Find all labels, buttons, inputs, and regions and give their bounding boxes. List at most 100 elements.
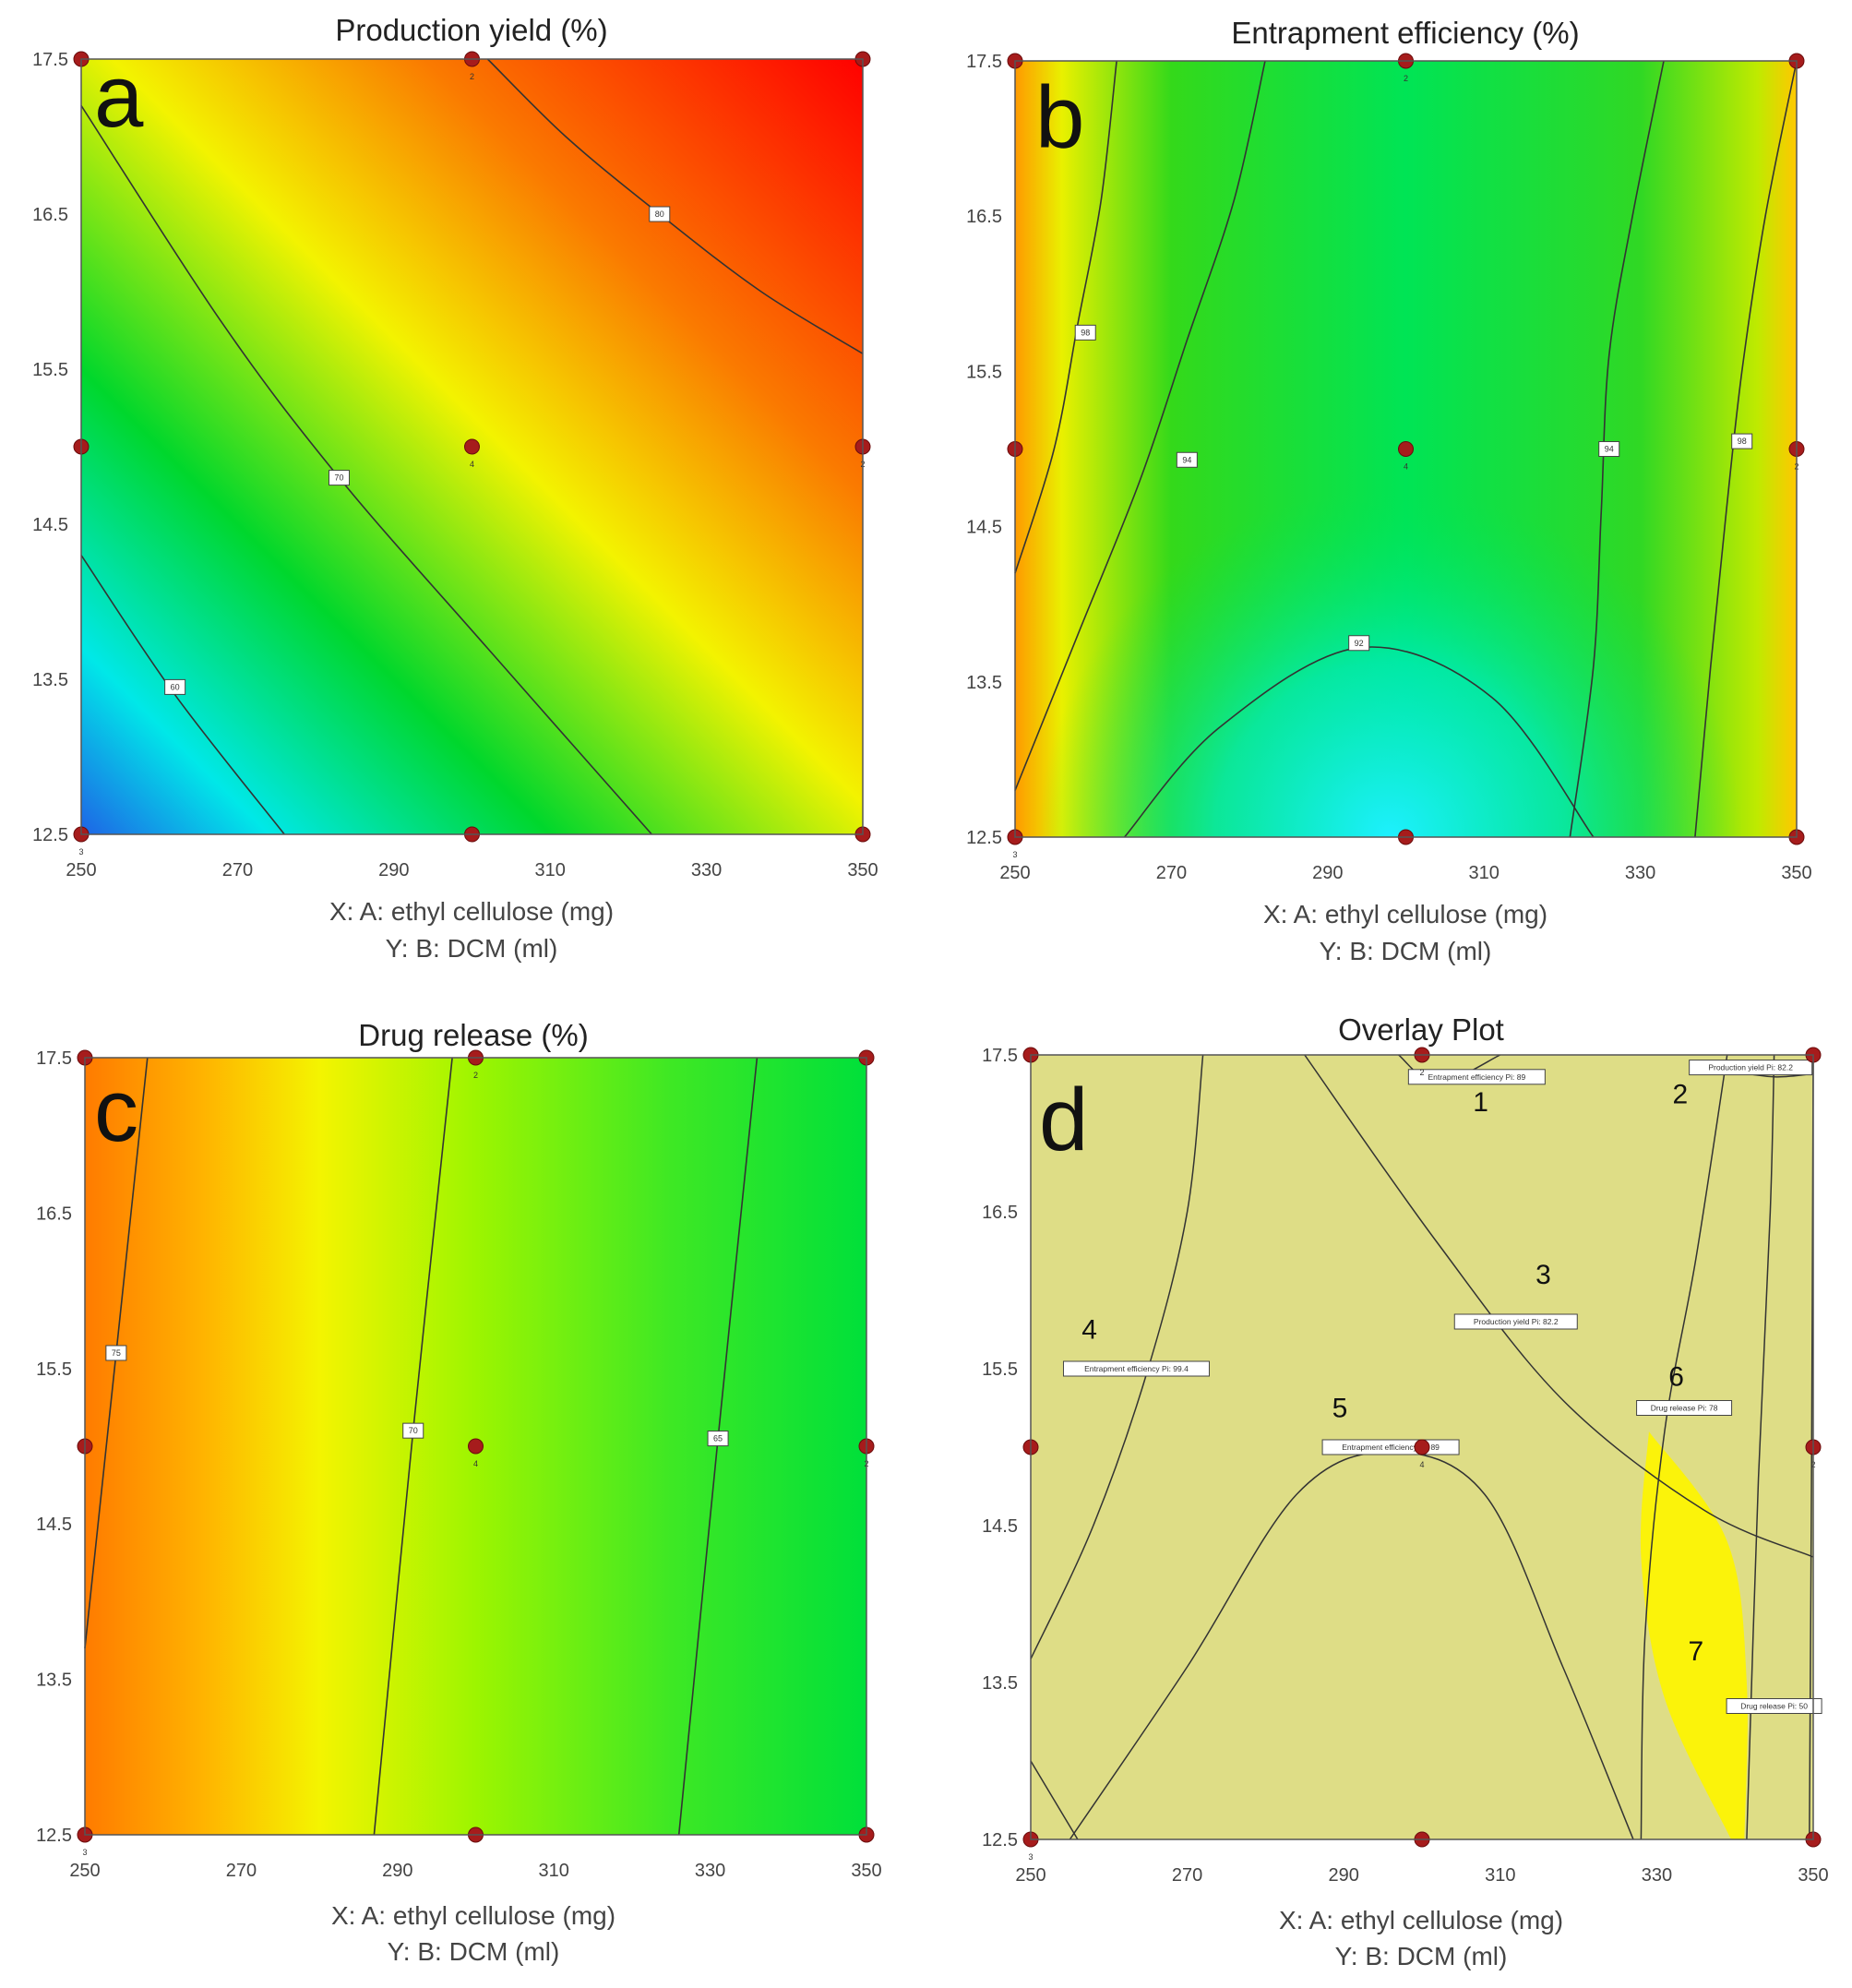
x-tick-label: 310: [1469, 863, 1500, 883]
x-tick-label: 310: [1485, 1865, 1515, 1886]
contour-label-box: [1407, 1069, 1546, 1085]
contour-label: 65: [713, 1434, 723, 1443]
x-tick-label: 250: [1015, 1865, 1045, 1886]
contour-line: [1014, 60, 1266, 791]
contour-label-box: [1726, 1698, 1822, 1714]
contour-label-box: [1453, 1313, 1578, 1330]
design-point: [464, 438, 480, 455]
region-number: 4: [1081, 1315, 1097, 1346]
y-tick-label: 13.5: [32, 670, 68, 690]
design-point: [468, 1438, 484, 1455]
y-tick-label: 12.5: [36, 1826, 72, 1846]
contour-label: 60: [171, 682, 180, 691]
contour-line: [1569, 60, 1665, 838]
y-tick-label: 17.5: [36, 1048, 72, 1069]
x-tick-label: 350: [1781, 863, 1811, 883]
contour-label-box: [1636, 1400, 1733, 1416]
y-tick-label: 14.5: [966, 518, 1002, 538]
y-axis-label: Y: B: DCM (ml): [388, 1937, 560, 1966]
x-tick-label: 330: [1625, 863, 1655, 883]
y-tick-label: 16.5: [36, 1204, 72, 1224]
contour-label-box: [649, 206, 671, 222]
contour-label-box: [707, 1431, 729, 1447]
contour-line: [1030, 1760, 1079, 1840]
design-point-count: 3: [1028, 1852, 1033, 1862]
x-tick-label: 350: [851, 1861, 881, 1881]
panel-letter: c: [94, 1061, 138, 1160]
contour-label-box: [402, 1422, 424, 1439]
contour-label: 98: [1738, 437, 1747, 446]
y-tick-label: 15.5: [966, 362, 1002, 382]
contour-labels: Entrapment efficiency Pi: 89 Production y…: [1062, 1060, 1822, 1714]
x-tick-label: 270: [226, 1861, 257, 1881]
y-axis-label: Y: B: DCM (ml): [386, 934, 558, 963]
y-tick-label: 16.5: [966, 207, 1002, 227]
x-tick-label: 350: [1798, 1865, 1828, 1886]
panel-d: Entrapment efficiency Pi: 89 Production y…: [982, 1012, 1829, 1970]
chart-title: Overlay Plot: [1338, 1012, 1504, 1047]
y-tick-labels: 12.5 13.5 14.5 15.5 16.5 17.5: [32, 50, 68, 845]
x-tick-label: 250: [69, 1861, 100, 1881]
contour-label-box: [329, 470, 351, 486]
x-tick-label: 330: [1642, 1865, 1672, 1886]
contour-label: Drug release Pi: 50: [1740, 1702, 1808, 1711]
x-tick-labels: 250 270 290 310 330 350: [66, 860, 878, 880]
contour-label: 70: [335, 473, 344, 483]
design-point-count: 4: [473, 1459, 478, 1468]
y-tick-label: 13.5: [982, 1673, 1018, 1694]
contour-labels: 60 70 80: [164, 206, 671, 695]
contour-label: 94: [1182, 455, 1191, 464]
x-tick-label: 330: [691, 860, 722, 880]
region-number: 6: [1668, 1362, 1684, 1393]
y-tick-label: 12.5: [32, 825, 68, 845]
x-tick-labels: 250 270 290 310 330 350: [69, 1861, 881, 1881]
contour-label-box: [1689, 1060, 1813, 1076]
contour-label-box: [1731, 433, 1753, 449]
x-tick-label: 290: [1329, 1865, 1359, 1886]
x-tick-labels: 250 270 290 310 330 350: [1015, 1865, 1828, 1886]
y-tick-label: 16.5: [32, 205, 68, 225]
feasible-region: [1640, 1431, 1748, 1839]
contour-label: 80: [655, 210, 664, 219]
x-tick-label: 310: [539, 1861, 569, 1881]
y-axis-label: Y: B: DCM (ml): [1335, 1942, 1508, 1970]
region-number: 1: [1473, 1087, 1488, 1118]
y-tick-label: 15.5: [36, 1359, 72, 1380]
design-point-count: 4: [1419, 1460, 1424, 1469]
design-point-count: 2: [473, 1071, 478, 1080]
contour-label: Entrapment efficiency Pi: 99.4: [1084, 1364, 1189, 1373]
y-tick-labels: 12.5 13.5 14.5 15.5 16.5 17.5: [982, 1046, 1018, 1850]
y-tick-label: 14.5: [32, 515, 68, 535]
region-numbers: 1 2 3 4 5 6 7: [1081, 1080, 1703, 1668]
chart-title: Entrapment efficiency (%): [1231, 16, 1579, 50]
contour-label: 75: [112, 1348, 121, 1358]
design-point: [1398, 441, 1414, 457]
plot-frame: [84, 1057, 867, 1836]
x-tick-labels: 250 270 290 310 330 350: [999, 863, 1811, 883]
y-axis-label: Y: B: DCM (ml): [1320, 937, 1492, 965]
design-point-count: 4: [470, 460, 474, 469]
chart-title: Production yield (%): [335, 13, 607, 47]
x-tick-label: 270: [1156, 863, 1187, 883]
contour-label-box: [1176, 451, 1198, 468]
contour-label: Entrapment efficiency Pi: 89: [1342, 1443, 1440, 1452]
y-tick-label: 13.5: [36, 1671, 72, 1691]
chart-title: Drug release (%): [358, 1018, 588, 1052]
design-point-count: 2: [1419, 1068, 1424, 1077]
contour-label-box: [1074, 324, 1096, 341]
contour-labels: 98 94 94 98 92: [1074, 324, 1753, 652]
contour-line: [1304, 1054, 1814, 1558]
contour-line: [1014, 60, 1117, 574]
y-tick-label: 13.5: [966, 673, 1002, 693]
y-tick-label: 17.5: [966, 52, 1002, 72]
y-tick-labels: 12.5 13.5 14.5 15.5 16.5 17.5: [966, 52, 1002, 848]
y-tick-label: 17.5: [32, 50, 68, 70]
x-tick-label: 250: [66, 860, 96, 880]
contour-label: Production yield Pi: 82.2: [1708, 1063, 1793, 1072]
design-point-count: 2: [470, 72, 474, 81]
plot-frame: [1030, 1054, 1814, 1840]
contour-label: 92: [1355, 639, 1364, 648]
contour-label-box: [1062, 1360, 1210, 1377]
design-point-count: 4: [1404, 462, 1408, 472]
panel-letter: b: [1035, 68, 1084, 167]
